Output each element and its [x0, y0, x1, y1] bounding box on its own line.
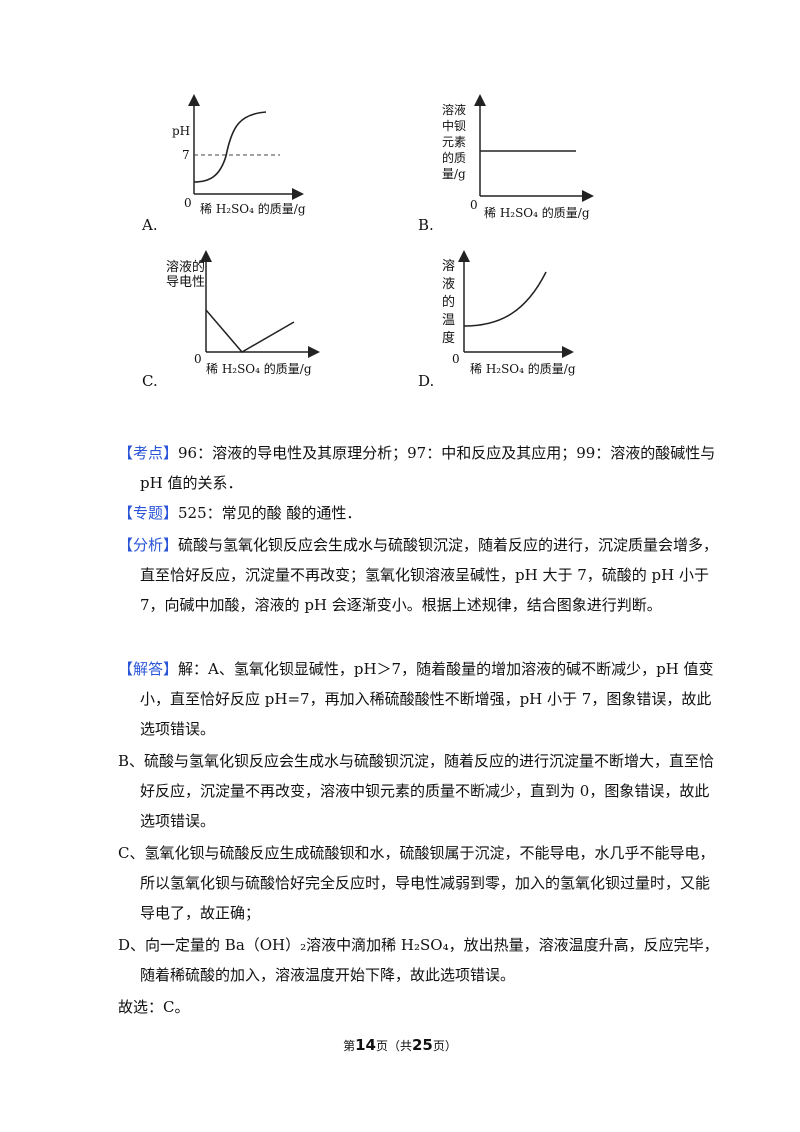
option-b-explanation: B、硫酸与氢氧化钡反应会生成水与硫酸钡沉淀，随着反应的进行沉淀量不断增大，直至恰…: [118, 752, 715, 830]
option-c: C.: [142, 372, 158, 390]
option-d: D.: [418, 372, 435, 390]
graph-c-plot: [200, 250, 320, 358]
origin-label: 0: [452, 352, 460, 366]
footer-suffix: 页）: [432, 1039, 457, 1053]
option-b: B.: [418, 216, 434, 234]
y-label: 溶液的温度: [442, 259, 456, 346]
graph-b: 溶液中钡元素的质量/g 0 稀 H₂SO₄ 的质量/g: [440, 94, 610, 222]
kaodian-tag: 【考点】: [118, 444, 179, 462]
option-a: A.: [142, 216, 158, 234]
kaodian-text: 96：溶液的导电性及其原理分析；97：中和反应及其应用；99：溶液的酸碱性与 p…: [140, 444, 716, 492]
origin-label: 0: [184, 196, 192, 210]
total-pages: 25: [412, 1036, 433, 1054]
y-label: pH: [172, 124, 191, 138]
footer-prefix: 第: [343, 1039, 356, 1053]
temperature-curve: [463, 271, 547, 327]
curve: [193, 111, 267, 183]
x-label: 稀 H₂SO₄ 的质量/g: [206, 362, 312, 376]
kaodian-paragraph: 【考点】96：溶液的导电性及其原理分析；97：中和反应及其应用；99：溶液的酸碱…: [118, 438, 720, 498]
x-label: 稀 H₂SO₄ 的质量/g: [484, 206, 590, 220]
graph-b-plot: [474, 94, 594, 202]
y-label: 溶液的导电性: [166, 260, 206, 290]
x-label: 稀 H₂SO₄ 的质量/g: [200, 202, 306, 216]
y-label: 溶液中钡元素的质量/g: [442, 103, 467, 181]
page-footer: 第14页（共25页）: [0, 1036, 800, 1054]
answer: 故选：C。: [118, 998, 190, 1016]
jieda-text: 解：A、氢氧化钡显碱性，pH＞7，随着酸量的增加溶液的碱不断减少，pH 值变小，…: [140, 660, 714, 738]
zhuanti-paragraph: 【专题】525：常见的酸 酸的通性．: [118, 498, 698, 528]
fenxi-text: 硫酸与氢氧化钡反应会生成水与硫酸钡沉淀，随着反应的进行，沉淀质量会增多，直至恰好…: [140, 536, 719, 614]
page-number: 14: [355, 1036, 376, 1054]
graph-d-plot: [458, 250, 574, 358]
v-curve: [205, 309, 295, 353]
x-label: 稀 H₂SO₄ 的质量/g: [470, 362, 576, 376]
fenxi-tag: 【分析】: [118, 536, 179, 554]
origin-label: 0: [470, 198, 478, 212]
option-c-explanation: C、氢氧化钡与硫酸反应生成硫酸钡和水，硫酸钡属于沉淀，不能导电，水几乎不能导电，…: [118, 844, 715, 922]
graph-d: 溶液的温度 0 稀 H₂SO₄ 的质量/g: [440, 250, 610, 380]
fenxi-paragraph: 【分析】硫酸与氢氧化钡反应会生成水与硫酸钡沉淀，随着反应的进行，沉淀质量会增多，…: [118, 530, 720, 620]
jieda-tag: 【解答】: [118, 660, 179, 678]
y-ref-label: 7: [182, 148, 190, 162]
zhuanti-text: 525：常见的酸 酸的通性．: [178, 504, 362, 522]
graph-a: pH 7 0 稀 H₂SO₄ 的质量/g: [170, 94, 320, 216]
option-d-explanation: D、向一定量的 Ba（OH）₂溶液中滴加稀 H₂SO₄，放出热量，溶液温度升高，…: [118, 936, 719, 984]
graph-c: 溶液的导电性 0 稀 H₂SO₄ 的质量/g: [160, 250, 330, 380]
origin-label: 0: [194, 352, 202, 366]
graph-a-plot: [188, 94, 304, 200]
footer-mid: 页（共: [375, 1039, 412, 1053]
zhuanti-tag: 【专题】: [118, 504, 179, 522]
jieda-paragraph: 【解答】解：A、氢氧化钡显碱性，pH＞7，随着酸量的增加溶液的碱不断减少，pH …: [118, 654, 720, 744]
